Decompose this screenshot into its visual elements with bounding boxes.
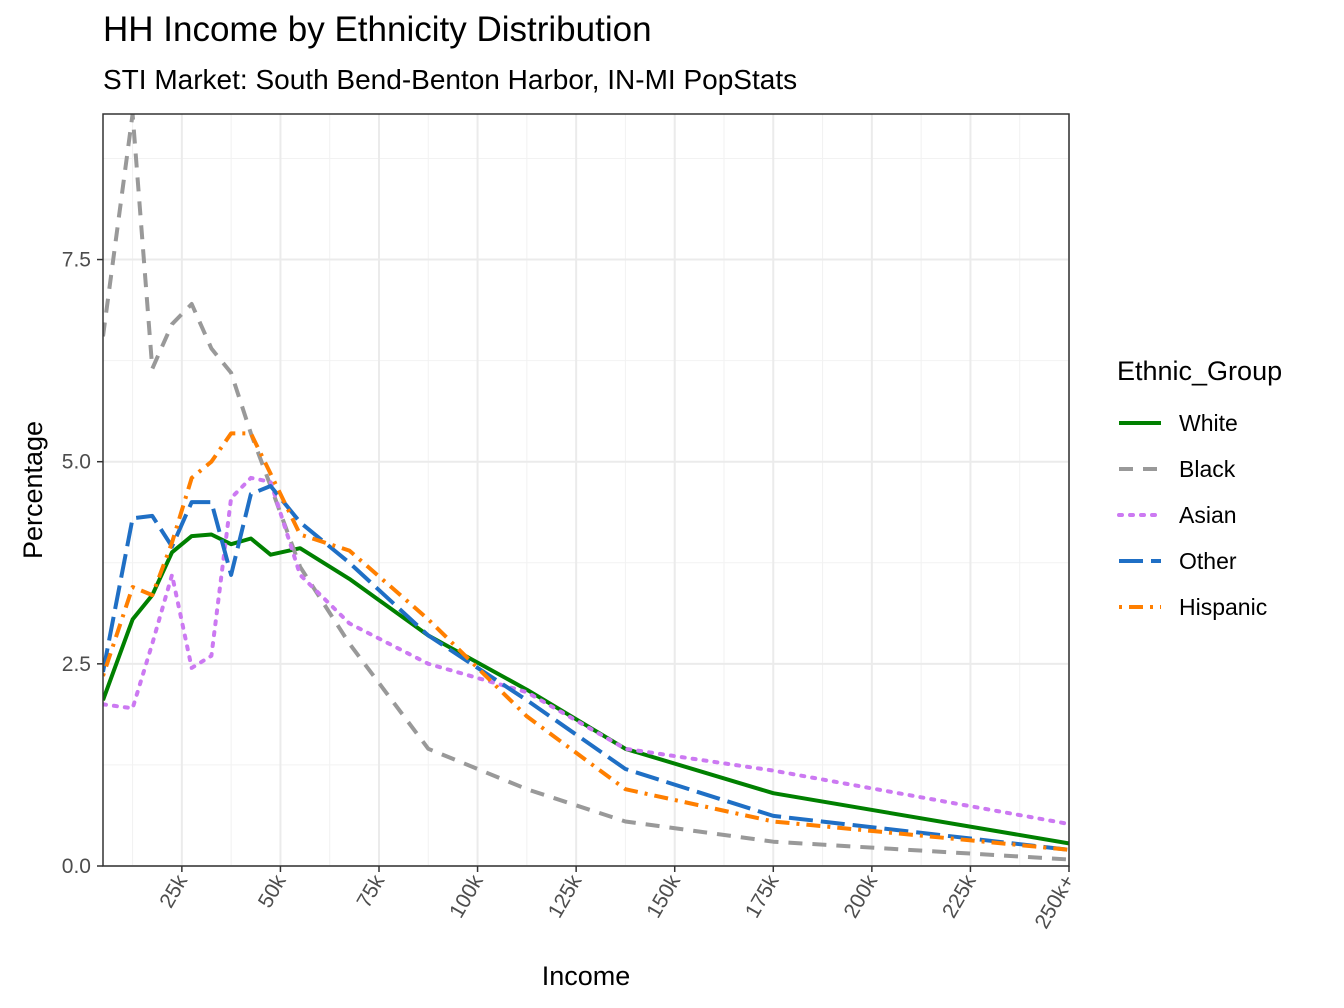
series-line-other [103,484,1069,852]
y-tick-label: 7.5 [62,249,91,272]
series-line-hispanic [103,431,1069,852]
x-tick-label: 125k [544,871,587,922]
x-tick-label: 50k [254,871,291,912]
y-axis-title: Percentage [18,421,48,559]
x-tick-label: 150k [642,871,685,922]
series-line-asian [103,475,1069,826]
x-tick-label: 200k [839,871,882,922]
x-tick-label: 100k [445,871,488,922]
x-tick-label: 225k [938,871,981,922]
legend-label-hispanic: Hispanic [1179,594,1267,620]
series-lines [103,114,1069,862]
y-tick-label: 0.0 [62,855,91,878]
legend-label-black: Black [1179,456,1236,482]
series-line-black [103,114,1069,862]
y-tick-label: 5.0 [62,451,91,474]
chart-title: HH Income by Ethnicity Distribution [103,10,652,49]
plot-panel [103,114,1069,866]
legend-label-white: White [1179,410,1238,436]
y-tick-label: 2.5 [62,653,91,676]
chart-subtitle: STI Market: South Bend-Benton Harbor, IN… [103,64,798,95]
legend-label-other: Other [1179,548,1237,574]
x-tick-label: 250k+ [1031,871,1080,933]
legend-label-asian: Asian [1179,502,1237,528]
legend-title: Ethnic_Group [1117,356,1282,386]
x-tick-label: 75k [352,871,389,912]
x-axis-title: Income [542,961,631,991]
x-tick-label: 25k [155,871,192,912]
plot-border [102,113,1070,867]
x-tick-label: 175k [741,871,784,922]
